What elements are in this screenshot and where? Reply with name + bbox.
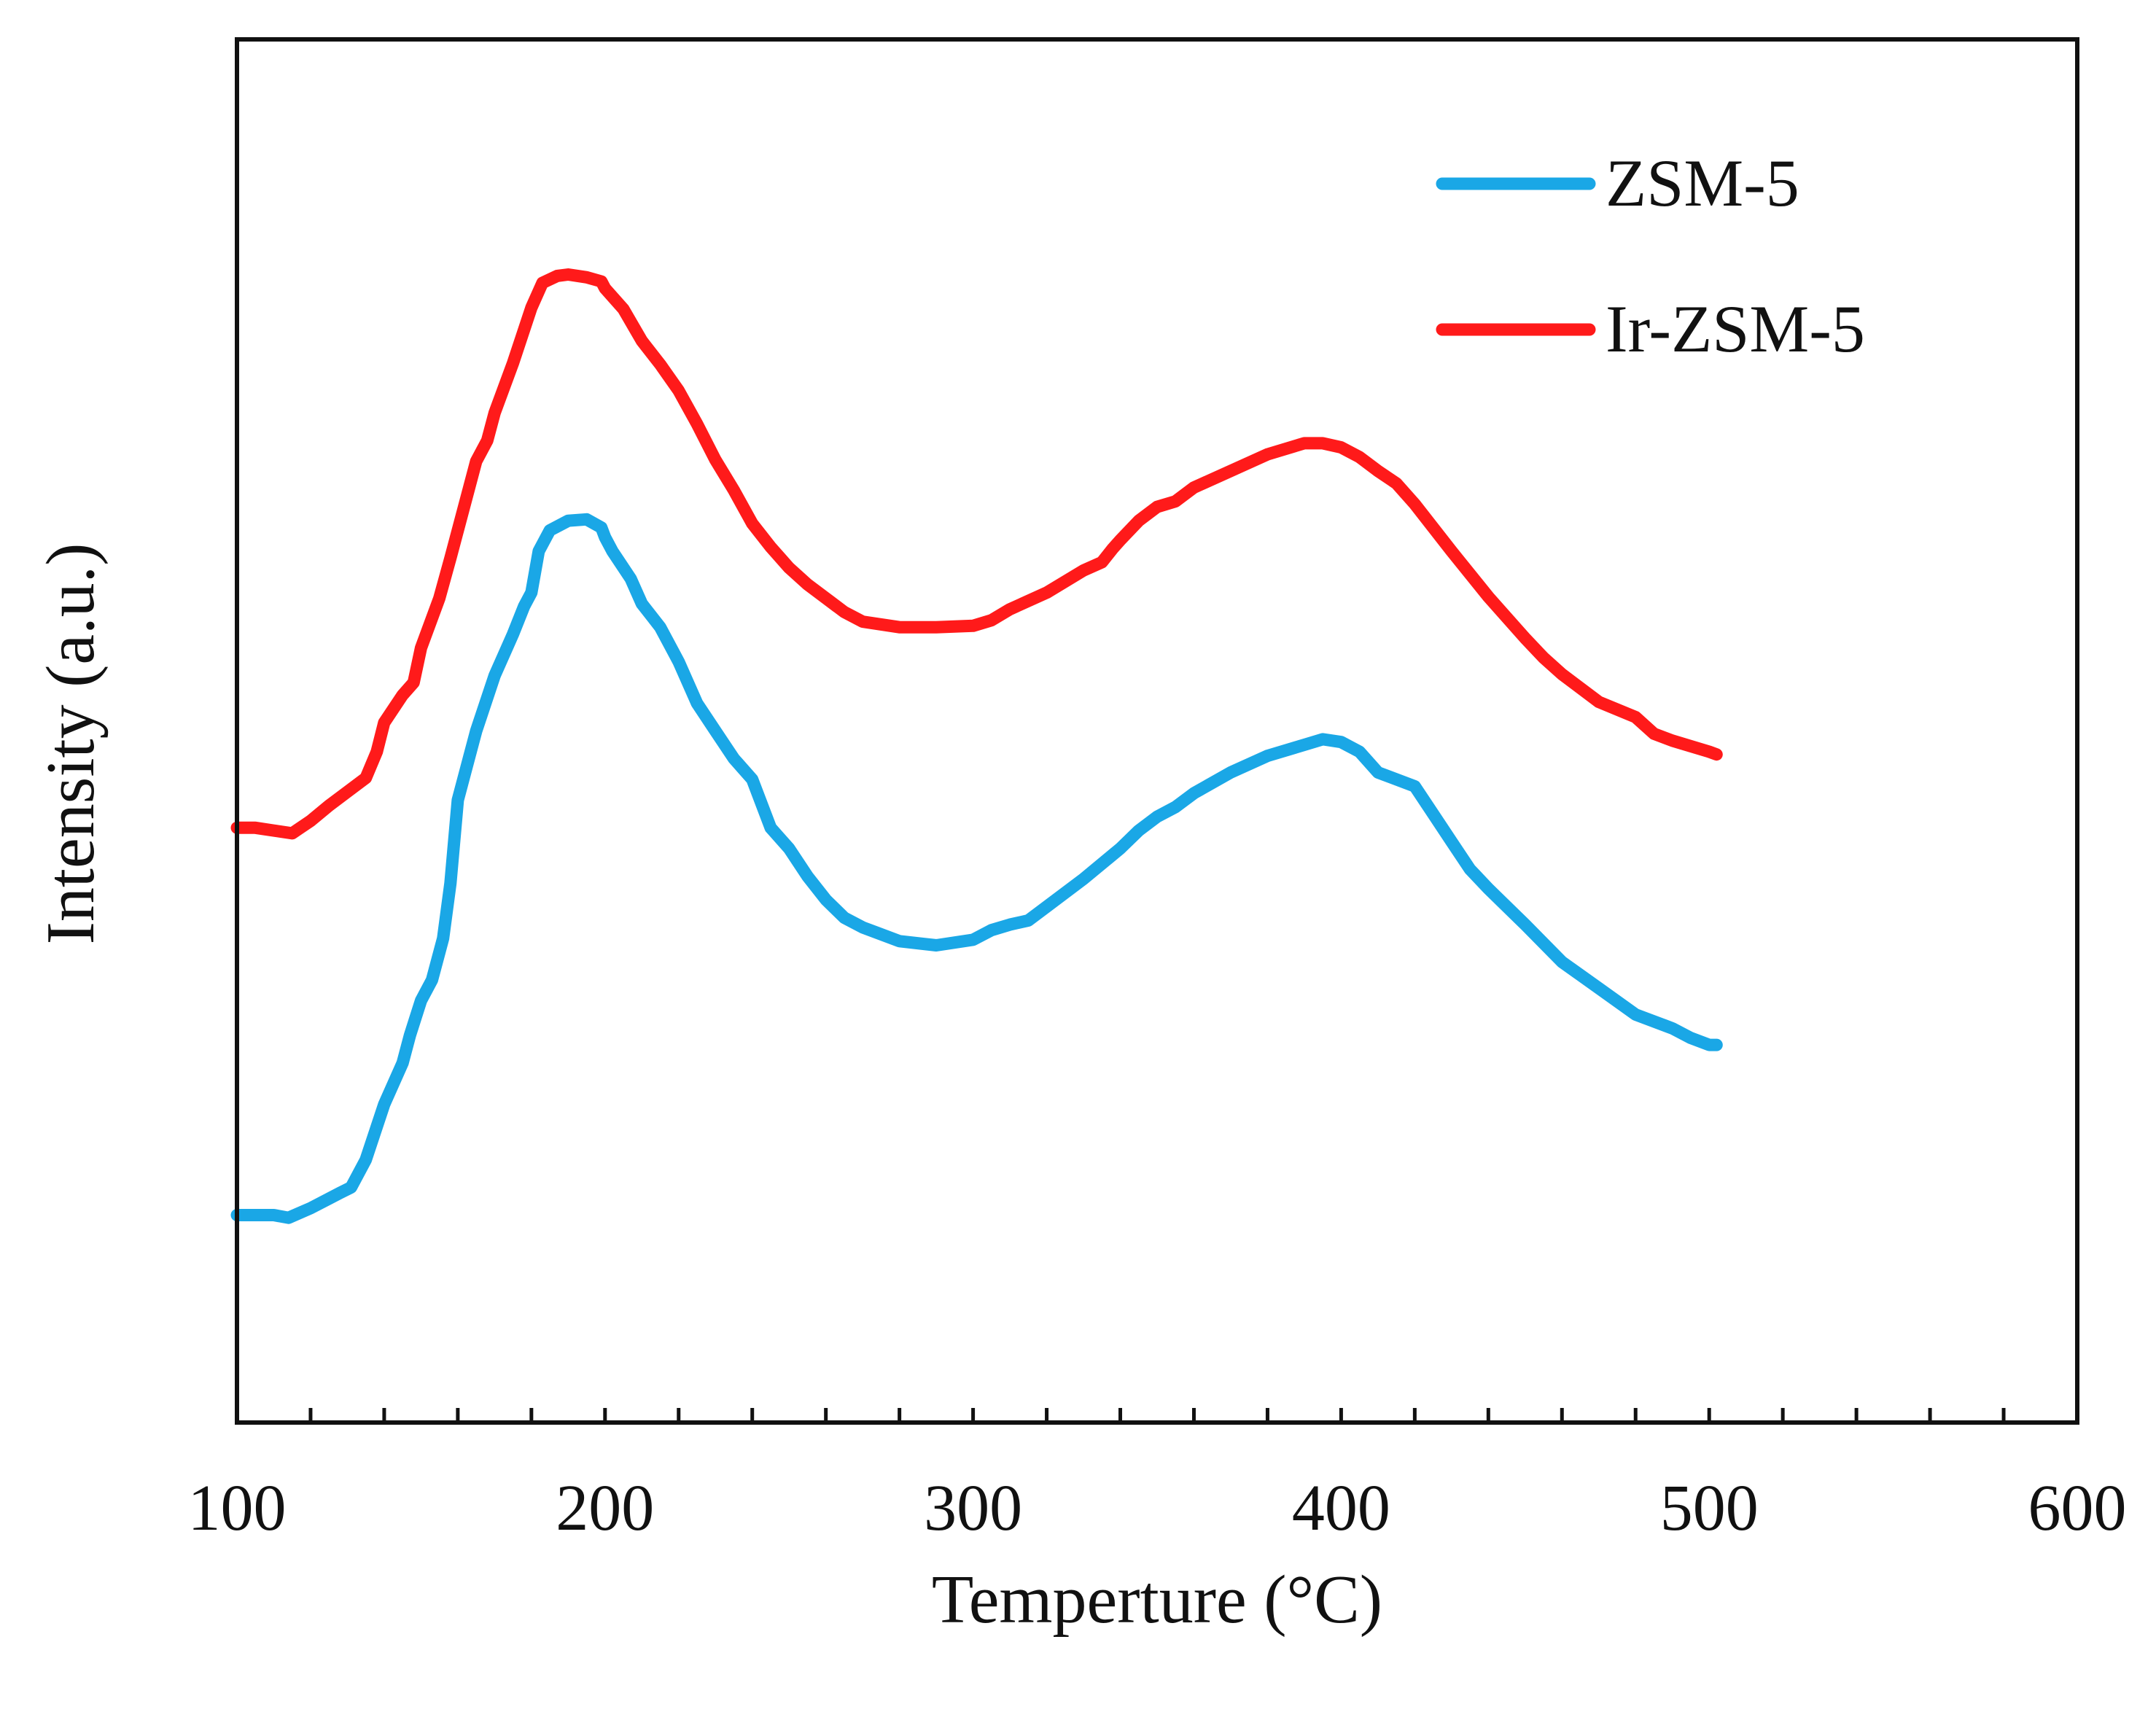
x-tick-label: 500: [1660, 1472, 1759, 1544]
x-tick-label: 400: [1292, 1472, 1390, 1544]
x-tick-label: 200: [556, 1472, 654, 1544]
series-line-ir-zsm-5: [230, 268, 1723, 840]
series-layer: [230, 268, 1723, 1224]
x-tick-label: 100: [188, 1472, 287, 1544]
legend-label-ir-zsm-5: Ir-ZSM-5: [1606, 292, 1865, 366]
x-tick-label: 600: [2028, 1472, 2127, 1544]
series-line-zsm-5: [230, 513, 1723, 1224]
legend-label-zsm-5: ZSM-5: [1606, 146, 1799, 220]
y-axis-title: Intensity (a.u.): [33, 543, 109, 945]
x-axis-title: Temperture (°C): [932, 1562, 1382, 1638]
legend: ZSM-5 Ir-ZSM-5: [1436, 146, 1865, 366]
x-tick-labels: 100 200 300 400 500 600: [188, 1472, 2127, 1544]
x-minor-ticks: [308, 1408, 2006, 1423]
x-tick-label: 300: [924, 1472, 1022, 1544]
plot-frame: [235, 37, 2079, 1425]
